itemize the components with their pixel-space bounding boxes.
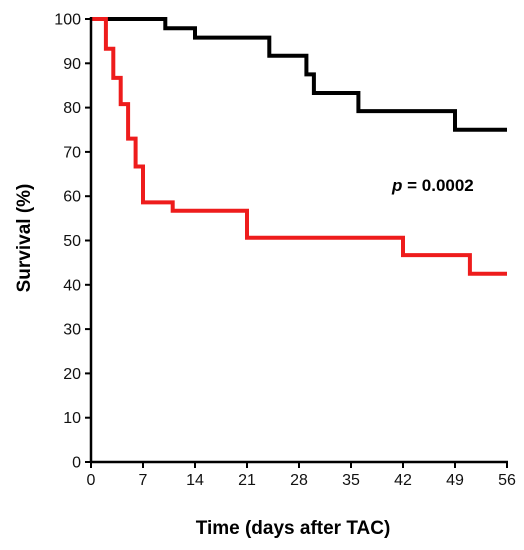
p-value-text: = 0.0002 bbox=[402, 176, 473, 195]
x-tick-label: 14 bbox=[186, 472, 204, 489]
x-tick-label: 42 bbox=[394, 472, 412, 489]
y-tick-label: 20 bbox=[63, 366, 81, 383]
x-tick-label: 49 bbox=[446, 472, 464, 489]
x-tick-label: 21 bbox=[238, 472, 256, 489]
x-tick-label: 28 bbox=[290, 472, 308, 489]
survival-curve-1 bbox=[91, 17, 507, 132]
y-tick-label: 10 bbox=[63, 410, 81, 427]
y-tick-label: 40 bbox=[63, 277, 81, 294]
x-tick-label: 56 bbox=[498, 472, 516, 489]
ticks-layer: 0 10 20 30 40 50 60 70 80 90 100 0 7 14 21 28 35 42 49 56 bbox=[54, 12, 516, 490]
survival-curve-2 bbox=[91, 17, 507, 276]
y-axis-title: Survival (%) bbox=[14, 184, 35, 293]
y-tick-label: 0 bbox=[72, 455, 81, 472]
y-tick-label: 60 bbox=[63, 189, 81, 206]
x-axis-title: Time (days after TAC) bbox=[196, 518, 391, 539]
axes-layer bbox=[89, 17, 508, 464]
y-tick-label: 70 bbox=[63, 144, 81, 161]
p-value-annotation: p = 0.0002 bbox=[391, 176, 474, 195]
y-tick-label: 30 bbox=[63, 322, 81, 339]
y-tick-label: 90 bbox=[63, 56, 81, 73]
series-layer bbox=[91, 17, 507, 276]
x-tick-label: 0 bbox=[87, 472, 96, 489]
p-value-symbol: p bbox=[391, 176, 402, 195]
y-tick-label: 50 bbox=[63, 233, 81, 250]
y-tick-label: 100 bbox=[54, 12, 81, 29]
x-tick-label: 35 bbox=[342, 472, 360, 489]
x-tick-label: 7 bbox=[139, 472, 148, 489]
y-tick-label: 80 bbox=[63, 100, 81, 117]
